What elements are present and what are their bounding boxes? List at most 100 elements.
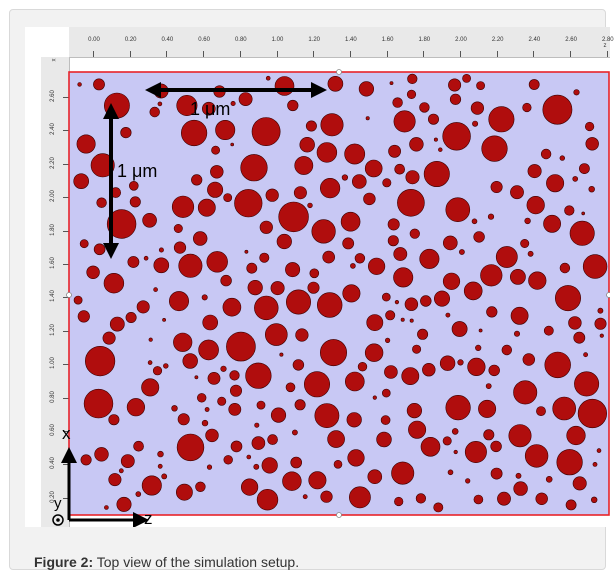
particle — [364, 159, 383, 178]
particle — [259, 220, 273, 234]
particle — [125, 311, 137, 323]
particle — [542, 94, 573, 125]
particle — [544, 351, 571, 379]
particle — [520, 239, 530, 249]
particle — [73, 173, 90, 189]
ruler-x-tick: 0.40 — [162, 37, 173, 57]
particle — [417, 328, 429, 340]
particle — [475, 344, 482, 352]
scale-arrowhead-left — [145, 82, 161, 98]
particle — [270, 407, 287, 423]
particle — [93, 243, 106, 256]
particle — [79, 239, 89, 249]
particle — [526, 196, 545, 215]
ruler-x-tick: 1.00 — [272, 37, 283, 57]
particle — [573, 331, 586, 344]
ruler-x-tick: 0.00 — [88, 37, 100, 57]
particle — [453, 449, 458, 455]
particle — [566, 425, 586, 446]
particle — [285, 289, 311, 315]
particle — [394, 496, 404, 507]
particle — [392, 97, 403, 108]
ruler-x-tick: 2.20 — [492, 37, 504, 57]
particle — [340, 211, 361, 232]
particle — [220, 365, 227, 372]
particle — [513, 330, 520, 337]
particle — [83, 388, 114, 419]
particle — [129, 196, 141, 208]
particle — [592, 461, 598, 467]
ruler-x-tick: 1.80 — [418, 37, 430, 57]
particle — [246, 454, 252, 460]
particle — [438, 147, 443, 152]
particle — [256, 489, 279, 511]
particle — [447, 469, 454, 476]
ruler-x-tick: 1.20 — [308, 37, 320, 57]
particle — [354, 253, 366, 264]
particle — [173, 241, 187, 254]
particle-field — [73, 73, 608, 513]
particle — [285, 262, 301, 278]
particle — [524, 444, 549, 468]
particle — [175, 483, 193, 501]
particle — [509, 268, 526, 285]
caption-label: Figure 2: — [34, 554, 94, 570]
selection-handle[interactable] — [66, 292, 72, 298]
coordinate-axes — [61, 447, 149, 527]
ruler-x-tick: 2.40 — [529, 37, 540, 57]
selection-handle[interactable] — [606, 292, 611, 298]
particle — [473, 494, 484, 505]
particle — [599, 333, 604, 338]
particle — [559, 262, 571, 274]
particle — [478, 399, 497, 418]
ruler-y-tick: 2.20 — [50, 157, 69, 169]
selection-handle[interactable] — [336, 69, 342, 75]
particle — [327, 75, 344, 92]
particle — [351, 174, 367, 189]
particle — [573, 89, 580, 96]
particle — [307, 281, 320, 294]
particle — [287, 99, 299, 112]
particle — [182, 353, 198, 369]
axis-x-arrowhead — [61, 447, 77, 463]
particle — [204, 407, 210, 412]
particle — [408, 420, 427, 439]
particle — [230, 101, 236, 107]
particle — [181, 119, 208, 147]
particle — [229, 370, 240, 381]
particle — [433, 290, 450, 307]
particle — [536, 406, 546, 416]
axis-label-x: x — [62, 424, 71, 443]
particle — [501, 344, 512, 356]
particle — [415, 493, 427, 504]
particle — [285, 382, 296, 393]
particle — [316, 142, 338, 163]
selection-handle[interactable] — [336, 512, 342, 518]
particle — [448, 78, 462, 92]
particle — [487, 213, 495, 220]
ruler-x-tick-label: 1.80 — [418, 37, 431, 43]
particle — [471, 218, 478, 225]
particle — [522, 102, 532, 113]
particle — [240, 154, 268, 182]
ruler-x-tick-label: 0.40 — [161, 37, 174, 43]
particle — [485, 383, 492, 389]
particle — [84, 346, 116, 377]
particle — [380, 415, 391, 425]
ruler-y-tick: 0.40 — [50, 458, 69, 469]
particle — [265, 75, 271, 81]
particle — [162, 317, 167, 322]
particle — [393, 267, 414, 288]
particle — [253, 463, 260, 470]
particle — [445, 395, 471, 421]
particle — [279, 352, 284, 357]
particle — [393, 247, 408, 261]
ruler-x-tick-label: 2.40 — [528, 37, 541, 43]
particle — [191, 174, 203, 186]
particle — [451, 428, 459, 435]
particle — [422, 363, 436, 377]
particle — [442, 272, 461, 290]
particle — [342, 237, 355, 250]
particle — [206, 464, 213, 470]
particle — [207, 181, 224, 198]
